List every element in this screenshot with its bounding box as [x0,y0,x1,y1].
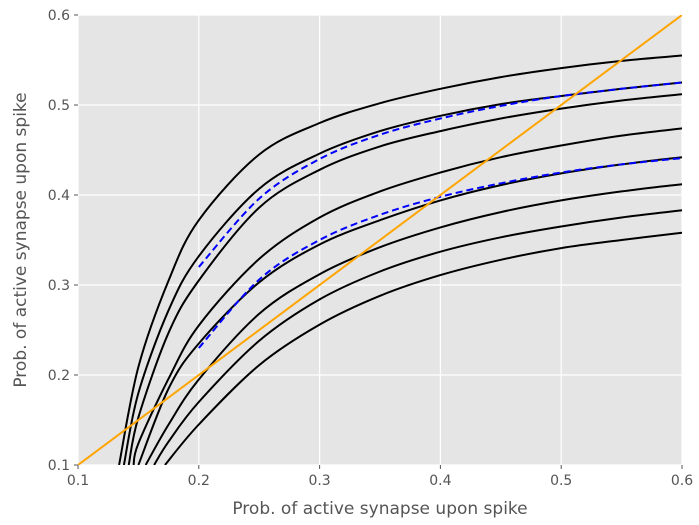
series-lines [78,15,682,465]
y-tick-label: 0.3 [48,278,70,294]
y-tick-label: 0.2 [48,368,70,384]
solid-curve-5 [144,183,682,465]
x-tick-label: 0.5 [550,473,572,489]
y-tick-label: 0.5 [48,98,70,114]
axis-ticks: 0.1 0.2 0.3 0.4 0.5 0.6 0.1 0.2 0.3 0.4 0.5 0.6 [48,8,693,489]
dashed-curve-8 [198,81,682,268]
solid-curve-7 [164,231,682,465]
y-tick-label: 0.6 [48,8,70,24]
x-tick-label: 0.1 [67,473,89,489]
solid-curve-0 [118,54,682,465]
x-tick-label: 0.3 [308,473,330,489]
x-tick-label: 0.4 [429,473,451,489]
x-axis-label: Prob. of active synapse upon spike [232,499,527,519]
x-tick-label: 0.6 [671,473,693,489]
solid-curve-4 [137,156,682,465]
y-axis-label: Prob. of active synapse upon spike [11,92,31,387]
solid-curve-3 [132,127,682,465]
x-tick-label: 0.2 [188,473,210,489]
y-tick-label: 0.4 [48,188,70,204]
y-tick-label: 0.1 [48,458,70,474]
solid-curve-6 [153,209,682,465]
diagonal-line [78,15,682,465]
dashed-curve-9 [198,157,682,349]
solid-curve-2 [127,93,682,465]
solid-curve-1 [122,81,682,465]
